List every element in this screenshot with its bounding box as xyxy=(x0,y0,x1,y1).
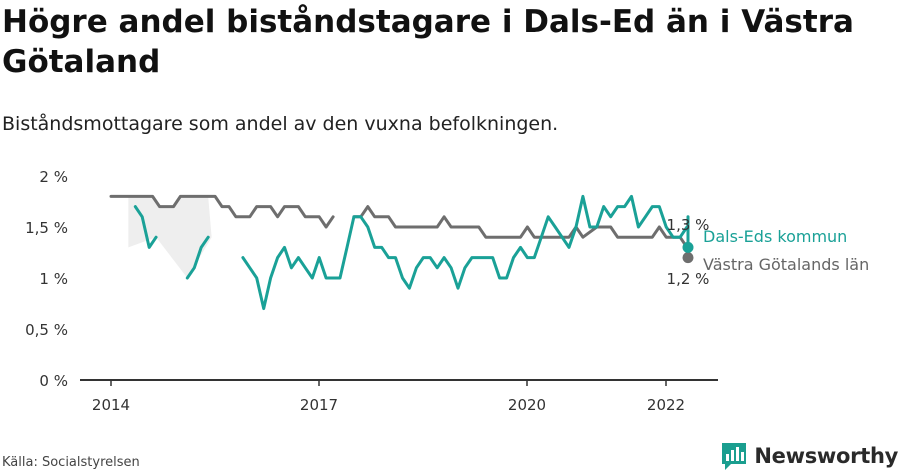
series-labels: 1,3 % 1,2 % Dals-Eds kommun Västra Götaland… xyxy=(667,216,870,288)
endpoint-value-label: 1,3 % xyxy=(667,216,710,234)
difference-area xyxy=(128,196,212,278)
endpoint-marker xyxy=(682,241,694,253)
series-line xyxy=(352,205,690,249)
series-line xyxy=(241,194,690,311)
y-tick-label: 1,5 % xyxy=(25,219,68,237)
source-note: Källa: Socialstyrelsen xyxy=(2,455,140,470)
series-lines xyxy=(109,194,694,311)
brand-name: Newsworthy xyxy=(754,444,898,468)
series-name-label: Västra Götalands län xyxy=(703,255,869,274)
y-tick-label: 0 % xyxy=(39,372,68,390)
x-tick-label: 2014 xyxy=(92,396,130,414)
y-tick-label: 1 % xyxy=(39,270,68,288)
y-tick-label: 0,5 % xyxy=(25,321,68,339)
series-line xyxy=(109,194,335,229)
brand-logo: Newsworthy xyxy=(720,441,898,471)
x-tick-label: 2022 xyxy=(647,396,685,414)
chart-title: Högre andel biståndstagare i Dals-Ed än … xyxy=(2,4,854,80)
y-tick-label: 2 % xyxy=(39,168,68,186)
x-tick-label: 2020 xyxy=(508,396,546,414)
chart-subtitle: Biståndsmottagare som andel av den vuxna… xyxy=(2,113,559,135)
x-tick-label: 2017 xyxy=(300,396,338,414)
series-name-label: Dals-Eds kommun xyxy=(703,227,847,246)
bar-chart-logo-icon xyxy=(722,443,747,470)
axes: 0 % 0,5 % 1 % 1,5 % 2 % 2014 2017 2020 2022 xyxy=(25,168,718,414)
difference-area-shape xyxy=(128,196,212,278)
series-line xyxy=(133,205,158,249)
endpoint-value-label: 1,2 % xyxy=(667,270,710,288)
series-line xyxy=(185,235,210,280)
endpoint-marker xyxy=(682,252,694,264)
